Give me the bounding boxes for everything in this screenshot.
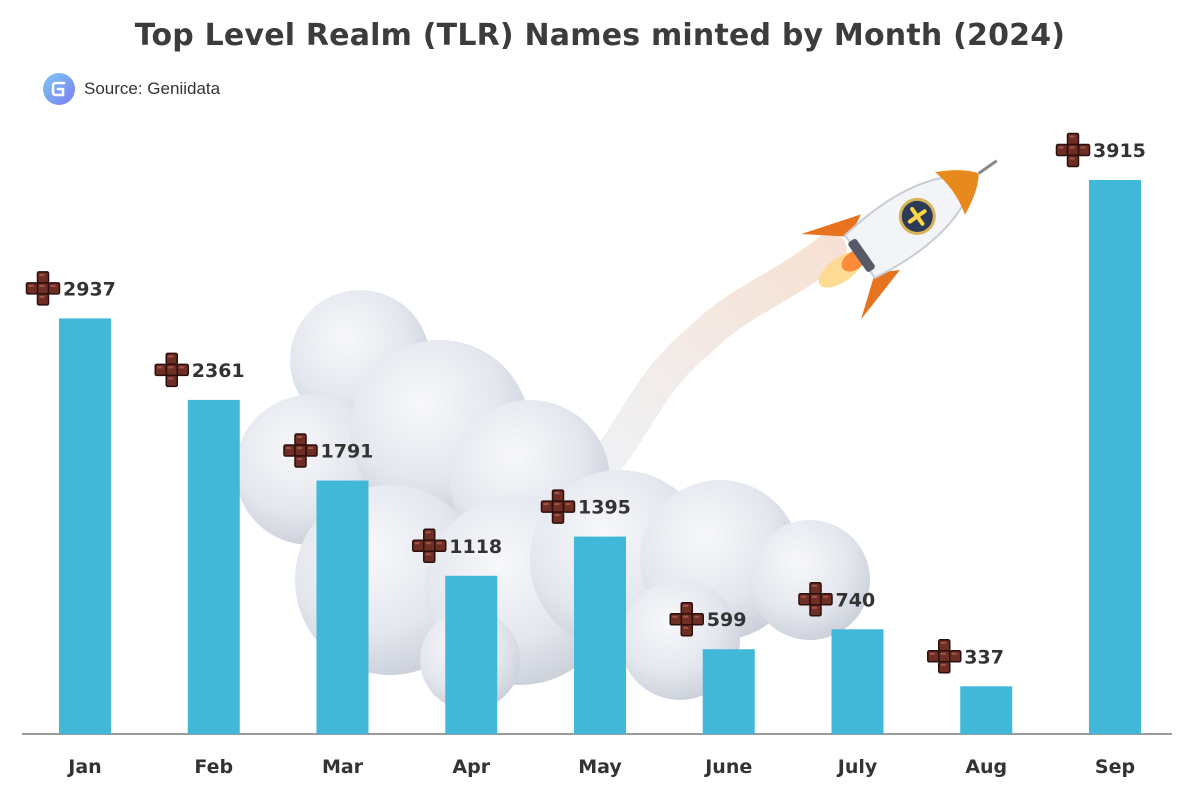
bar-july xyxy=(831,629,884,734)
category-label-may: May xyxy=(578,756,622,778)
value-label-jan: 2937 xyxy=(63,278,116,300)
bar-feb xyxy=(187,399,240,734)
bar-jan xyxy=(59,318,111,734)
rocket-icon xyxy=(801,159,998,320)
category-label-mar: Mar xyxy=(322,756,364,778)
brown-cube-cross-icon xyxy=(1055,132,1091,168)
category-label-apr: Apr xyxy=(452,756,490,778)
brown-cube-cross-icon xyxy=(540,489,576,524)
value-label-june: 599 xyxy=(707,609,747,631)
category-label-june: June xyxy=(703,756,752,778)
brown-cube-cross-icon xyxy=(25,271,61,306)
bar-aug xyxy=(960,686,1013,734)
brown-cube-cross-icon xyxy=(412,528,447,564)
brown-cube-cross-icon xyxy=(798,582,833,617)
bar-may xyxy=(574,536,626,734)
value-label-july: 740 xyxy=(836,589,876,611)
brown-cube-cross-icon xyxy=(154,352,189,388)
value-label-feb: 2361 xyxy=(192,360,245,382)
bar-june xyxy=(702,649,755,734)
category-label-sep: Sep xyxy=(1095,756,1135,778)
source-credit: Source: Geniidata xyxy=(42,72,220,106)
category-label-feb: Feb xyxy=(194,756,233,778)
brown-cube-cross-icon xyxy=(669,601,704,637)
category-label-july: July xyxy=(836,756,878,778)
geniidata-logo-icon xyxy=(43,73,75,105)
brown-cube-cross-icon xyxy=(927,639,962,674)
smoke-cloud-decoration xyxy=(235,233,870,710)
bar-sep xyxy=(1089,180,1141,734)
chart-title: Top Level Realm (TLR) Names minted by Mo… xyxy=(134,18,1066,53)
category-label-jan: Jan xyxy=(66,756,101,778)
brown-cube-cross-icon xyxy=(283,433,318,468)
category-label-aug: Aug xyxy=(965,756,1007,778)
source-label: Source: Geniidata xyxy=(84,79,221,98)
value-label-mar: 1791 xyxy=(321,441,374,463)
bar-apr xyxy=(445,575,498,734)
value-label-apr: 1118 xyxy=(449,536,502,558)
value-label-sep: 3915 xyxy=(1093,140,1146,162)
value-label-aug: 337 xyxy=(964,646,1004,668)
value-label-may: 1395 xyxy=(578,497,631,519)
bar-mar xyxy=(316,480,369,734)
